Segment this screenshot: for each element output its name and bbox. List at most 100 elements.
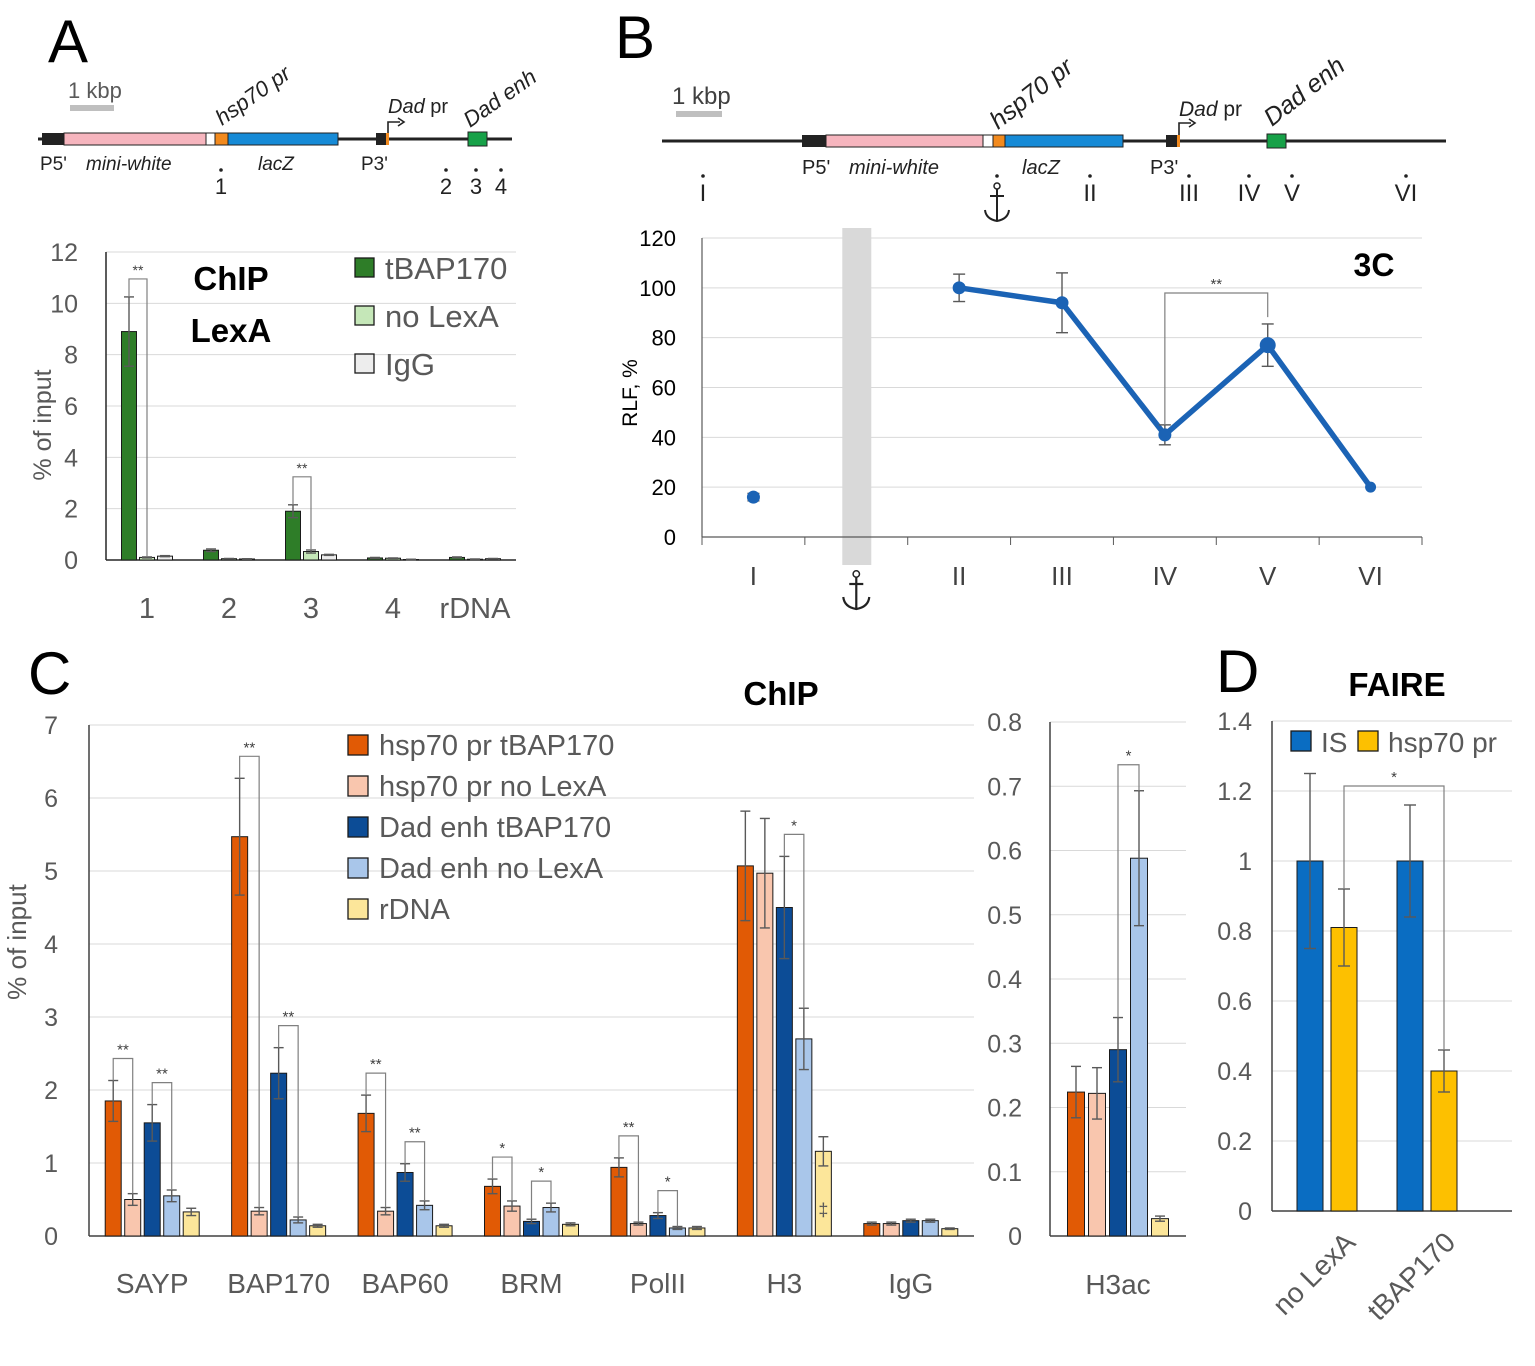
- scale-bar: [676, 111, 722, 117]
- x-tick-label: V: [1259, 561, 1277, 591]
- bar-dad-enh-tbap170-bap60: [396, 1171, 414, 1237]
- y-tick-label: 4: [44, 931, 58, 959]
- legend-swatch-hsp70-pr-tbap170: [347, 734, 369, 756]
- x-tick-label: PolII: [630, 1268, 686, 1299]
- site-label: III: [1179, 180, 1199, 207]
- mini-white-label: mini-white: [849, 157, 939, 179]
- significance-bracket: [151, 1082, 173, 1191]
- y-tick-label: 0.2: [987, 1095, 1022, 1123]
- significance-label: *: [791, 817, 797, 834]
- x-tick-label: III: [1051, 561, 1073, 591]
- x-tick-label: 3: [303, 593, 319, 625]
- significance-label: *: [1126, 748, 1132, 765]
- significance-bracket: [128, 278, 148, 557]
- construct-diagram-a: 1 kbp hsp70 pr Dad enh Dad pr P5' mini-w…: [38, 60, 541, 199]
- y-tick-label: 1.2: [1217, 778, 1252, 806]
- legend-swatch-hsp70-pr-no-lexa: [347, 775, 369, 797]
- significance-label: **: [283, 1009, 295, 1026]
- significance-bracket: [530, 1180, 552, 1220]
- bar-hsp70-pr-tbap170-bap170: [231, 836, 249, 1237]
- p5-label: P5': [40, 154, 67, 175]
- legend-label-tbap170: tBAP170: [385, 251, 507, 286]
- y-tick-label: 20: [652, 475, 676, 500]
- y-tick-label: 1.4: [1217, 708, 1252, 736]
- legend-label-rdna: rDNA: [379, 894, 451, 926]
- anchor-arms: [842, 596, 871, 611]
- site-dot: [474, 168, 478, 172]
- significance-bracket: [1343, 785, 1445, 1050]
- significance-bracket: [239, 755, 260, 1208]
- p5-element: [802, 135, 826, 147]
- legend-label-hsp70-pr-no-lexa: hsp70 pr no LexA: [379, 771, 607, 803]
- p3-label: P3': [361, 154, 388, 175]
- linker-element: [205, 132, 216, 146]
- y-tick-label: 0.5: [987, 902, 1022, 930]
- legend-label-igg: IgG: [385, 347, 435, 382]
- mini-white-label: mini-white: [86, 154, 172, 175]
- y-tick-label: 2: [44, 1077, 58, 1105]
- y-tick-label: 120: [639, 226, 676, 251]
- dad-enh-label: Dad enh: [459, 64, 541, 132]
- site-label: II: [1083, 180, 1096, 207]
- y-tick-label: 0.4: [1217, 1058, 1252, 1086]
- bar-dad-enh-tbap170-igg: [902, 1220, 920, 1237]
- site-markers-b: I II III IV V VI: [700, 174, 1418, 207]
- scale-bar: [70, 105, 114, 111]
- x-tick-label: SAYP: [116, 1268, 189, 1299]
- y-axis-label: % of input: [29, 369, 57, 480]
- mini-white-gene: [63, 132, 207, 146]
- significance-label: **: [1210, 276, 1222, 293]
- significance-label: *: [499, 1140, 505, 1157]
- y-tick-label: 6: [64, 393, 78, 421]
- p5-element: [42, 133, 64, 145]
- significance-bracket: [365, 1072, 387, 1208]
- y-tick-label: 5: [44, 858, 58, 886]
- arrow-head-icon: [1188, 118, 1197, 128]
- p3-element: [376, 133, 386, 145]
- y-tick-label: 3: [44, 1004, 58, 1032]
- legend-label-no-lexa: no LexA: [385, 299, 499, 334]
- y-tick-label: 12: [50, 239, 78, 267]
- significance-label: **: [117, 1042, 129, 1059]
- chart-title: ChIP: [193, 260, 268, 297]
- legend-swatch-hsp70-pr: [1357, 730, 1379, 752]
- significance-bracket: [278, 1025, 299, 1218]
- significance-bracket: [1117, 764, 1140, 1018]
- linker-element: [982, 134, 994, 148]
- legend-label-dad-enh-tbap170: Dad enh tBAP170: [379, 812, 611, 844]
- site-dot: [1187, 174, 1191, 178]
- x-tick-label: VI: [1358, 561, 1383, 591]
- dad-enhancer: [467, 131, 488, 147]
- p5-label: P5': [802, 157, 830, 179]
- legend-label-hsp70-pr-tbap170: hsp70 pr tBAP170: [379, 730, 614, 762]
- bar-hsp70-pr-tbap170-h3: [736, 865, 754, 1237]
- dad-pr-element: [1177, 135, 1180, 147]
- lacz-label: lacZ: [258, 154, 295, 175]
- x-tick-label: tBAP170: [1361, 1226, 1461, 1326]
- y-tick-label: 0: [64, 547, 78, 575]
- y-tick-label: 40: [652, 425, 676, 450]
- arrow-icon: [387, 121, 400, 133]
- significance-label: **: [370, 1056, 382, 1073]
- hsp70-label: hsp70 pr: [211, 60, 297, 131]
- significance-label: **: [244, 739, 256, 756]
- p3-element: [1166, 135, 1177, 147]
- data-point-ii: [952, 281, 966, 295]
- x-tick-label: 2: [221, 593, 237, 625]
- chart-d: 0 0.2 0.4 0.6 0.8 1 1.2 1.4 FAIRE no LexA tBAP170 *…: [1217, 666, 1512, 1326]
- site-label: VI: [1395, 180, 1418, 207]
- y-tick-label: 0.3: [987, 1030, 1022, 1058]
- panel-letter-c: C: [28, 640, 71, 707]
- significance-bracket: [404, 1141, 426, 1201]
- significance-label: *: [1391, 769, 1397, 786]
- y-tick-label: 0.7: [987, 773, 1022, 801]
- panel-letter-a: A: [48, 8, 88, 75]
- bar-dad-enh-no-lexa-igg: [921, 1220, 939, 1237]
- site-label: I: [700, 180, 707, 207]
- legend-label-dad-enh-no-lexa: Dad enh no LexA: [379, 853, 604, 885]
- x-tick-label: H3: [766, 1268, 802, 1299]
- y-tick-label: 60: [652, 376, 676, 401]
- x-tick-label: IV: [1153, 561, 1178, 591]
